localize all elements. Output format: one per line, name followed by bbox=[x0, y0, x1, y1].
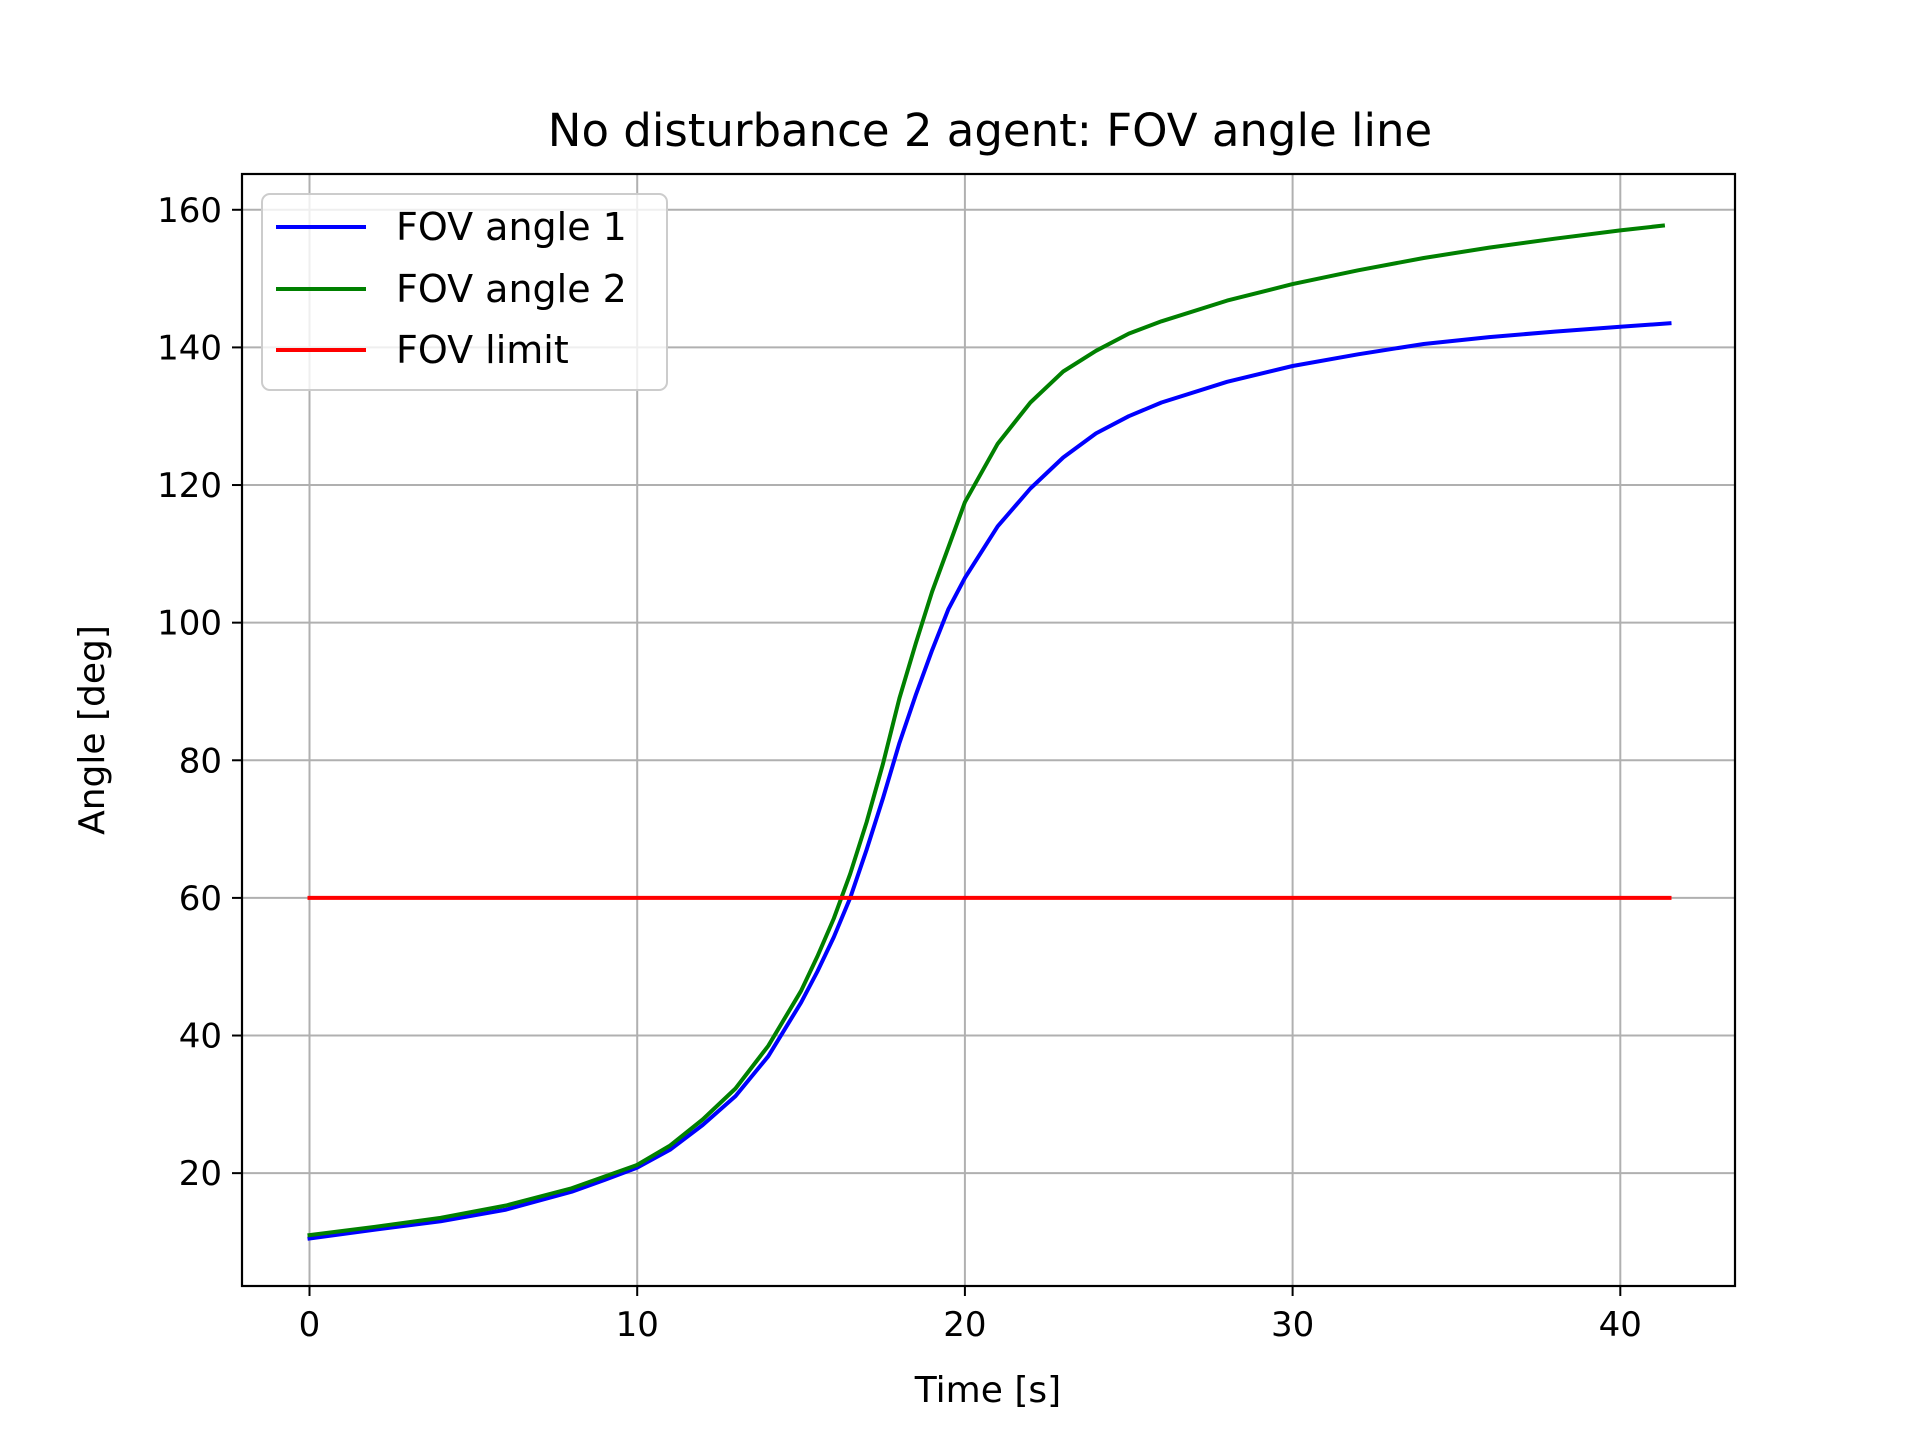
legend-label-2: FOV angle 2 bbox=[396, 267, 627, 311]
plot-frame bbox=[240, 172, 1737, 1288]
x-tick-label: 40 bbox=[1599, 1305, 1642, 1345]
y-tick-label: 100 bbox=[157, 604, 222, 644]
y-tick-label: 160 bbox=[157, 191, 222, 231]
y-tick-label: 140 bbox=[157, 328, 222, 368]
y-tick-label: 40 bbox=[179, 1017, 222, 1057]
series-layer bbox=[307, 223, 1672, 1241]
y-tick-label: 80 bbox=[179, 741, 222, 781]
tick-layer: 0 10 20 30 40 20 40 60 80 100 120 140 160 bbox=[157, 191, 1642, 1345]
y-tick-label: 60 bbox=[179, 879, 222, 919]
x-tick-label: 30 bbox=[1271, 1305, 1314, 1345]
x-tick-label: 10 bbox=[616, 1305, 659, 1345]
legend-box bbox=[261, 193, 668, 391]
chart-title: No disturbance 2 agent: FOV angle line bbox=[548, 104, 1432, 157]
legend-label-3: FOV limit bbox=[396, 328, 569, 372]
legend-label-1: FOV angle 1 bbox=[396, 205, 627, 249]
x-axis-label: Time [s] bbox=[914, 1370, 1061, 1411]
legend: FOV angle 1 FOV angle 2 FOV limit bbox=[261, 193, 668, 391]
x-tick-label: 0 bbox=[299, 1305, 321, 1345]
x-tick-label: 20 bbox=[943, 1305, 986, 1345]
y-tick-label: 20 bbox=[179, 1154, 222, 1194]
series-line-fov-angle-2 bbox=[307, 223, 1666, 1238]
y-tick-label: 120 bbox=[157, 466, 222, 506]
series-line-fov-angle-1 bbox=[307, 321, 1672, 1241]
y-axis-label: Angle [deg] bbox=[72, 625, 113, 835]
